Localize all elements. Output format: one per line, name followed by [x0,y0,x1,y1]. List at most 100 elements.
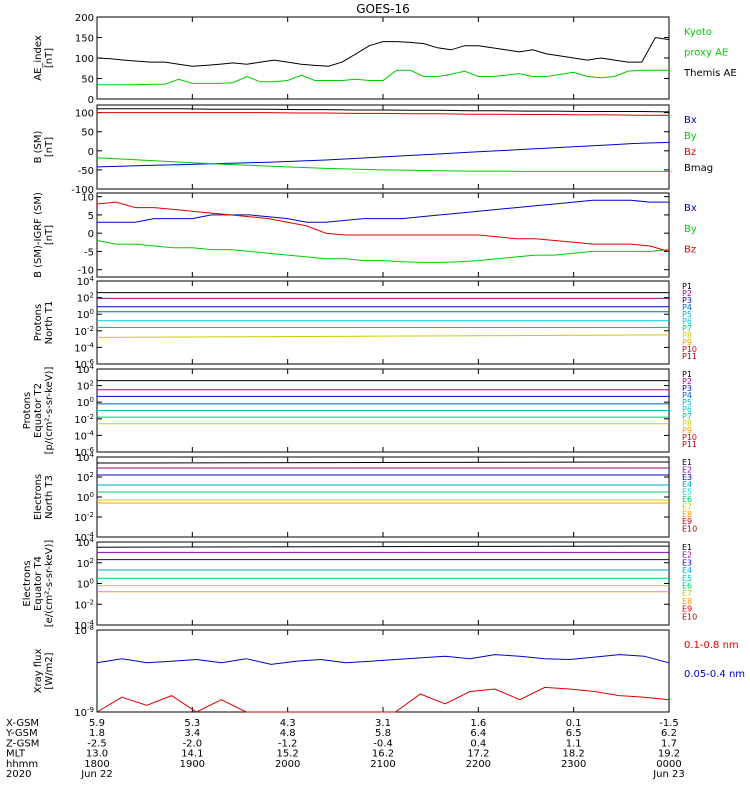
legend-label: E6 [682,495,692,504]
time-row-value: 2000 [275,759,300,770]
time-row-value: 6.5 [566,728,582,739]
legend-label: E5 [682,488,692,497]
time-row-value: 16.2 [372,749,394,760]
time-row-value: 5.3 [184,718,200,729]
legend-label: P3 [682,384,692,393]
y-tick-label: 150 [75,34,94,45]
time-row-value: -2.0 [183,738,203,749]
legend-label: P10 [682,433,697,442]
legend-label: proxy AE [684,47,728,58]
time-row-value: 4.8 [280,728,296,739]
time-row-value: 19.2 [658,749,680,760]
y-tick-label: 100 [77,308,94,321]
time-row-value: 5.8 [375,728,391,739]
y-tick-label: 0 [88,95,94,106]
plot-title: GOES-16 [356,2,410,16]
y-axis-label: B (SM)-IGRF (SM) [33,192,44,278]
panel-frame [96,456,670,538]
legend-label: P6 [682,317,692,326]
y-tick-label: 100 [75,54,94,65]
legend-label: P4 [682,391,692,400]
legend-label: P9 [682,338,692,347]
y-tick-label: -100 [71,185,94,196]
time-row-value: 3.1 [375,718,391,729]
legend-label: P5 [682,398,692,407]
panel-3: -10 -5 0 5 10 B (SM)-IGRF (SM) [nT] Bx By Bz [33,192,697,278]
series-line-0-05-0-4-nm [96,654,670,665]
y-axis-label: B (SM) [33,130,44,163]
y-tick-label: 104 [77,451,95,464]
legend-label: By [684,131,697,142]
y-axis-label: Xray flux [33,649,44,694]
time-row-value: 0000 [656,759,681,770]
y-tick-label: 10-2 [74,598,94,611]
legend-label: P8 [682,331,692,340]
series-line-by [96,157,669,172]
legend-label: Bx [684,203,697,214]
series-line-p7 [96,334,670,338]
time-row-value: 0.4 [470,738,486,749]
y-tick-label: 10-4 [74,429,94,442]
legend-label: P6 [682,405,692,414]
time-row-value: -1.5 [659,718,679,729]
legend-label: By [684,224,697,235]
time-row-value: -1.2 [278,738,298,749]
time-row-value: 2300 [561,759,586,770]
legend-label: P1 [682,370,692,379]
time-row-value: 1800 [84,759,109,770]
series-line-bz [96,201,670,252]
legend-label: E6 [682,582,692,591]
time-row-value: 4.3 [280,718,296,729]
legend-label: 0.05-0.4 nm [684,669,745,680]
legend-label: P1 [682,282,692,291]
y-axis-label: [p/(cm²-s-sr-keV)] [44,367,55,455]
time-row-value: 3.4 [184,728,200,739]
y-axis-label: Electrons [22,560,33,606]
time-row-value: 15.2 [277,749,299,760]
y-tick-label: 10-4 [74,341,94,354]
y-axis-label: Electrons [33,474,44,520]
legend-label: P7 [682,412,692,421]
y-tick-label: -10 [78,266,94,277]
time-row-value: 1.1 [566,738,582,749]
legend-label: E9 [682,517,692,526]
time-row-value: 18.2 [563,749,585,760]
panel-1: 0 50 100 150 200 AE_index [nT] Kyoto proxy AE The… [33,13,737,106]
y-tick-label: 10 [81,193,94,204]
series-line-bx [96,141,670,168]
legend-label: E2 [682,465,692,474]
legend-label: P7 [682,324,692,333]
legend-label: E5 [682,574,692,583]
time-row-value: 2100 [370,759,395,770]
panel-frame [96,280,670,365]
time-axis-table: X-GSM 5.9 5.3 4.3 3.1 1.6 0.1 -1.5 Y-GSM 1.8 3.4 4.… [5,718,685,780]
y-tick-label: 104 [77,275,95,288]
time-row-label: hhmm [6,759,38,770]
legend-label: E4 [682,566,692,575]
legend-label: E8 [682,597,692,606]
y-tick-label: 10-2 [74,413,94,426]
y-axis-label: Protons [22,392,33,429]
series-line-e1 [96,545,670,548]
time-row-value: 14.1 [181,749,203,760]
y-tick-label: 200 [75,13,94,24]
legend-label: E1 [682,458,692,467]
legend-label: P11 [682,440,697,449]
series-line-themis-ae [96,36,670,67]
time-row-value: 13.0 [86,749,108,760]
y-axis-label: [nT] [44,137,55,157]
legend-label: E9 [682,605,692,614]
time-row-value: 1900 [180,759,205,770]
legend-label: P10 [682,345,697,354]
y-tick-label: 10-2 [74,325,94,338]
y-axis-label: North T3 [44,475,55,519]
panel-frame [96,629,670,713]
time-row-value: Jun 22 [80,769,113,780]
y-tick-label: 100 [77,491,94,504]
time-row-value: -0.4 [373,738,393,749]
y-axis-label: Equator T2 [33,383,44,438]
y-tick-label: -5 [84,247,94,258]
